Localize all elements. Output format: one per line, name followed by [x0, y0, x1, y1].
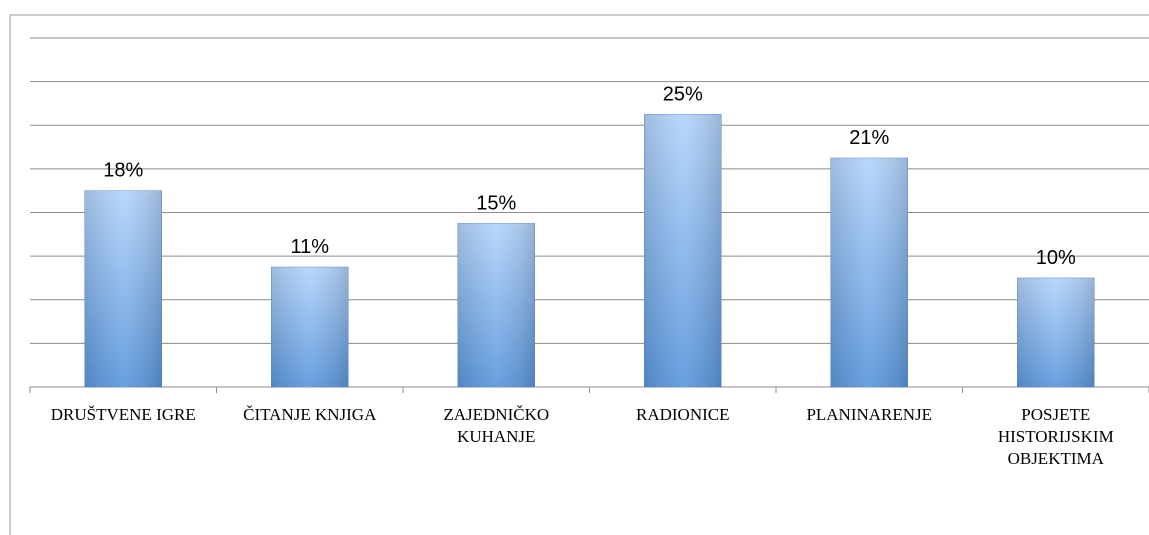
bar-shade — [830, 157, 908, 387]
x-tick-label: ZAJEDNIČKO KUHANJE — [443, 405, 550, 446]
bar-shade — [644, 114, 722, 387]
bar-shade — [1017, 277, 1095, 387]
chart-border — [9, 14, 1149, 535]
x-tick-label: DRUŠTVENE IGRE — [50, 405, 196, 424]
bar-shade — [84, 190, 162, 387]
data-label: 21% — [849, 127, 889, 149]
x-tick-label: ČITANJE KNJIGA — [243, 405, 377, 424]
data-label: 18% — [103, 160, 143, 182]
bar-shade — [457, 223, 535, 387]
data-label: 25% — [663, 83, 703, 105]
x-tick-label: POSJETE HISTORIJSKIM OBJEKTIMA — [997, 405, 1114, 468]
x-tick-label: PLANINARENJE — [806, 405, 933, 424]
x-tick-label: RADIONICE — [636, 405, 730, 424]
data-label: 10% — [1036, 247, 1076, 269]
bar-shade — [271, 267, 349, 387]
data-label: 15% — [476, 192, 516, 214]
data-label: 11% — [290, 236, 329, 258]
